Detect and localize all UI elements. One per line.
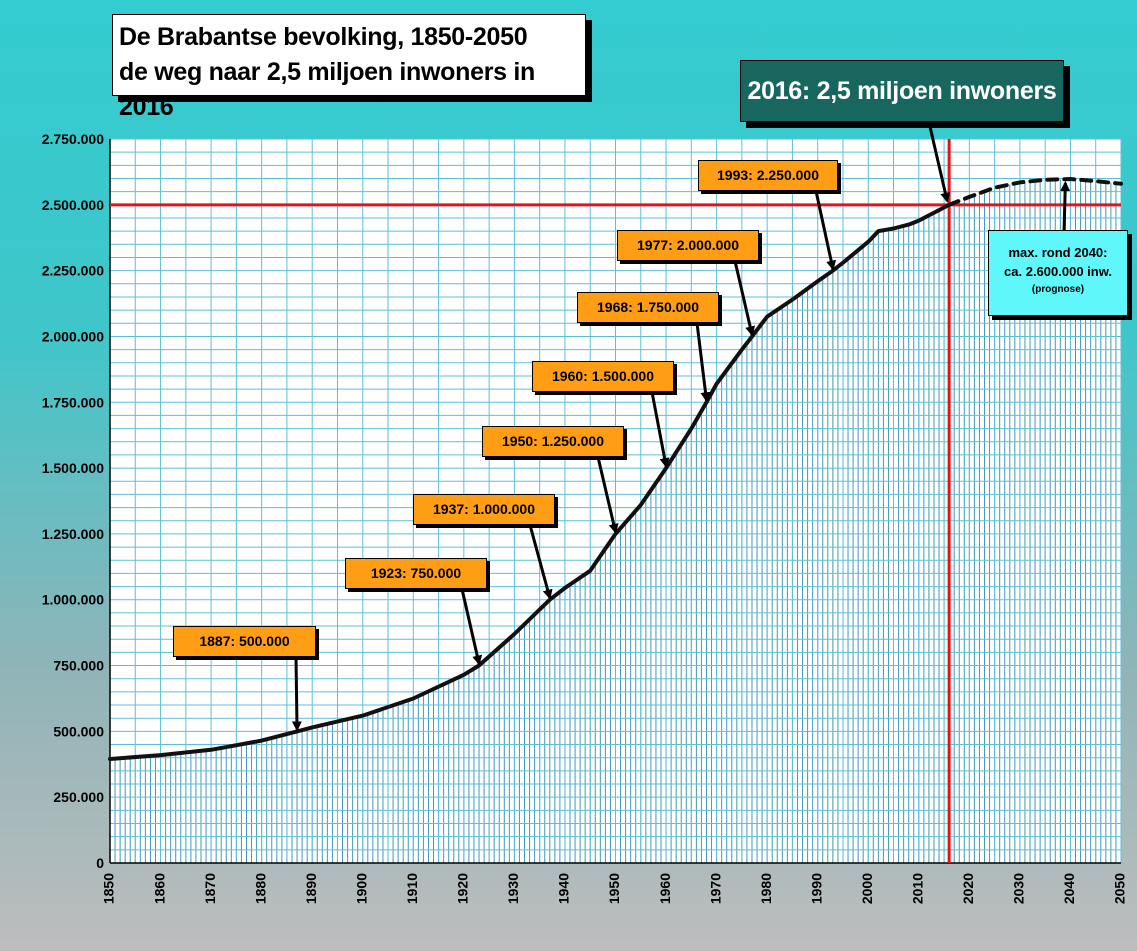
x-tick-label: 1980 [758, 873, 774, 904]
forecast-arrow [1060, 181, 1071, 233]
x-tick-label: 2010 [910, 873, 926, 904]
y-tick-label: 2.750.000 [42, 131, 104, 147]
y-tick-label: 1.500.000 [42, 460, 104, 476]
annotation-arrow [460, 588, 483, 666]
annotation-1960: 1960: 1.500.000 [532, 361, 674, 392]
y-tick-label: 500.000 [53, 723, 104, 739]
highlight-callout: 2016: 2,5 miljoen inwoners [740, 60, 1064, 122]
x-tick-label: 2050 [1112, 873, 1128, 904]
forecast-line [947, 177, 1123, 207]
y-tick-label: 2.250.000 [42, 263, 104, 279]
forecast-note-line3: (prognose) [1031, 284, 1085, 295]
highlight-arrow [926, 117, 951, 203]
x-tick-label: 1870 [202, 873, 218, 904]
x-tick-label: 1960 [657, 873, 673, 904]
x-tick-label: 1880 [252, 873, 268, 904]
x-tick-label: 1940 [556, 873, 572, 904]
x-tick-label: 1910 [404, 873, 420, 904]
x-tick-label: 2020 [960, 873, 976, 904]
x-tick-label: 1850 [101, 873, 117, 904]
annotation-arrow [528, 524, 553, 600]
annotation-arrow [814, 190, 837, 271]
grid-lines [109, 138, 1122, 864]
annotation-1950: 1950: 1.250.000 [482, 426, 624, 457]
forecast-note-line1: max. rond 2040: [1008, 245, 1108, 260]
annotation-arrows [291, 117, 1071, 732]
chart-title-line1: De Brabantse bevolking, 1850-2050 [119, 23, 528, 51]
annotation-1968: 1968: 1.750.000 [577, 292, 719, 323]
axes [109, 139, 1121, 864]
forecast-note: max. rond 2040: ca. 2.600.000 inw. (prog… [988, 230, 1128, 316]
annotation-arrow [695, 322, 711, 403]
x-tick-label: 1930 [505, 873, 521, 904]
y-tick-label: 1.250.000 [42, 526, 104, 542]
x-tick-label: 2000 [859, 873, 875, 904]
annotation-arrow [650, 391, 670, 469]
annotation-1887: 1887: 500.000 [173, 626, 316, 657]
y-tick-label: 1.750.000 [42, 394, 104, 410]
x-tick-label: 1900 [353, 873, 369, 904]
y-tick-label: 1.000.000 [42, 592, 104, 608]
y-tick-label: 2.500.000 [42, 197, 104, 213]
population-line [108, 202, 952, 761]
annotation-arrow [733, 260, 756, 337]
x-tick-label: 1860 [151, 873, 167, 904]
x-tick-label: 2030 [1011, 873, 1027, 904]
x-tick-labels: 1850 1860 1870 1880 1890 1900 1910 1920 1930 1940… [101, 873, 1128, 904]
x-tick-label: 1950 [606, 873, 622, 904]
x-tick-label: 1990 [808, 873, 824, 904]
annotation-arrow [596, 456, 619, 534]
x-tick-label: 1920 [455, 873, 471, 904]
x-tick-label: 1890 [303, 873, 319, 904]
chart-title-line2: de weg naar 2,5 miljoen inwoners in 2016 [119, 58, 536, 121]
y-tick-label: 0 [96, 855, 104, 871]
population-series [108, 177, 1123, 761]
y-tick-label: 750.000 [53, 658, 104, 674]
x-tick-label: 2040 [1061, 873, 1077, 904]
y-tick-label: 2.000.000 [42, 328, 104, 344]
annotation-1937: 1937: 1.000.000 [413, 494, 555, 525]
y-tick-labels: 0 250.000 500.000 750.000 1.000.000 1.250.000… [42, 131, 105, 871]
annotation-arrow [291, 656, 302, 732]
annotation-1993: 1993: 2.250.000 [698, 160, 838, 191]
annotation-1977: 1977: 2.000.000 [617, 230, 759, 261]
x-tick-label: 1970 [707, 873, 723, 904]
y-tick-label: 250.000 [53, 789, 104, 805]
annotation-1923: 1923: 750.000 [345, 558, 487, 589]
forecast-note-line2: ca. 2.600.000 inw. [1004, 264, 1112, 279]
chart-title: De Brabantse bevolking, 1850-2050 de weg… [112, 14, 586, 121]
